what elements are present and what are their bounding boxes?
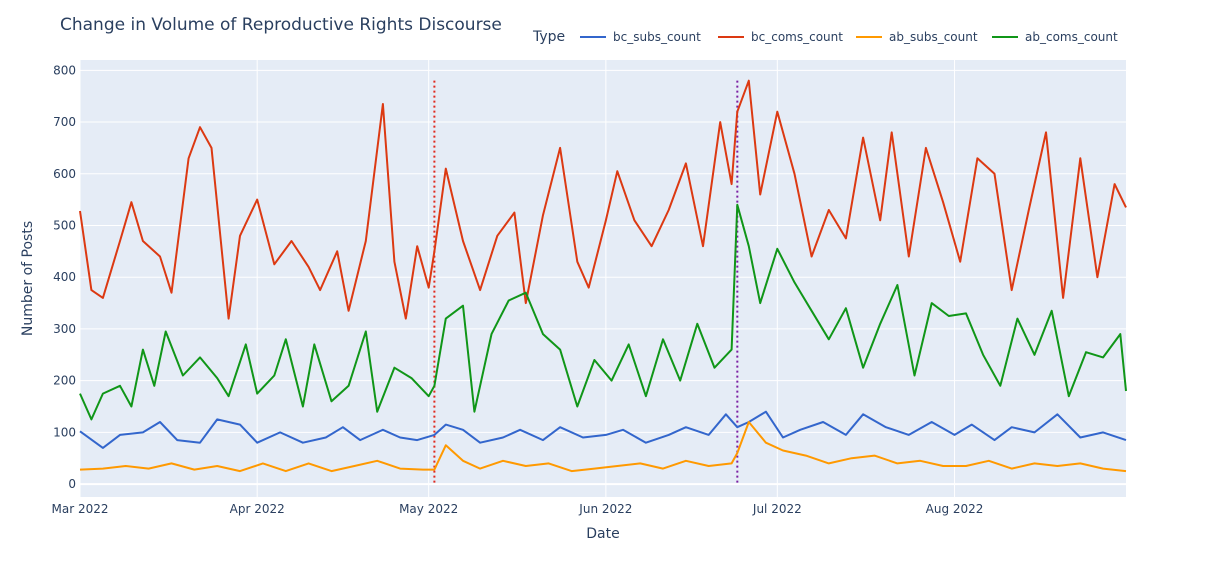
reference-lines (433, 80, 739, 485)
y-tick-label: 0 (68, 477, 76, 491)
legend-item: bc_subs_count (580, 30, 701, 44)
tick-labels: 0 100 200 300 400 500 600 700 800 Mar 2022 Apr 202… (52, 63, 984, 516)
legend-label: ab_coms_count (1025, 30, 1118, 44)
legend-items: bc_subs_count bc_coms_count ab_subs_count a… (580, 30, 1118, 44)
series-line-ab_subs_count (79, 421, 1127, 473)
x-tick-label: Aug 2022 (926, 502, 984, 516)
x-tick-label: Mar 2022 (52, 502, 109, 516)
y-tick-label: 400 (53, 270, 76, 284)
y-tick-label: 200 (53, 374, 76, 388)
x-tick-label: May 2022 (399, 502, 458, 516)
chart-title: Change in Volume of Reproductive Rights … (60, 15, 502, 35)
legend-title: Type (532, 29, 565, 45)
y-tick-label: 800 (53, 63, 76, 77)
x-tick-label: Jul 2022 (752, 502, 802, 516)
legend-item: ab_coms_count (992, 30, 1118, 44)
legend-label: bc_subs_count (613, 30, 701, 44)
series-lines (79, 79, 1127, 473)
y-tick-label: 600 (53, 167, 76, 181)
y-tick-label: 300 (53, 322, 76, 336)
series-line-ab_coms_count (79, 203, 1127, 421)
x-tick-label: Jun 2022 (578, 502, 632, 516)
legend-label: ab_subs_count (889, 30, 978, 44)
series-line-bc_coms_count (79, 79, 1127, 320)
legend-item: bc_coms_count (718, 30, 843, 44)
y-tick-label: 700 (53, 115, 76, 129)
plot-background (80, 60, 1126, 497)
x-tick-label: Apr 2022 (230, 502, 285, 516)
y-axis-title: Number of Posts (20, 221, 36, 336)
legend-label: bc_coms_count (751, 30, 843, 44)
x-axis-title: Date (586, 526, 619, 542)
y-tick-label: 100 (53, 425, 76, 439)
legend-item: ab_subs_count (856, 30, 978, 44)
y-tick-label: 500 (53, 218, 76, 232)
legend: Type bc_subs_count bc_coms_count ab_subs_c… (532, 29, 1118, 45)
series-line-bc_subs_count (79, 410, 1127, 449)
